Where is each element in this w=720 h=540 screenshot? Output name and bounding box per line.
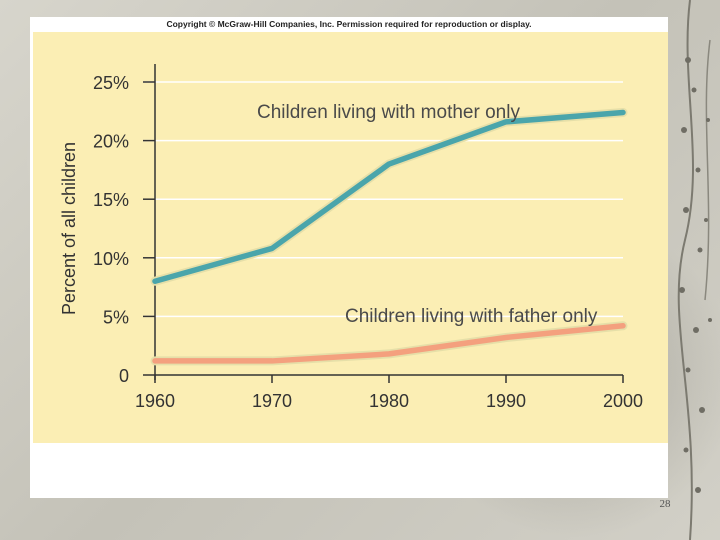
series-line-mother-only	[152, 109, 626, 284]
x-tick-label: 2000	[603, 391, 643, 411]
copyright-notice: Copyright © McGraw-Hill Companies, Inc. …	[166, 19, 532, 29]
slide-number: 28	[659, 498, 671, 510]
y-tick-label: 10%	[93, 249, 129, 269]
x-tick-label: 1980	[369, 391, 409, 411]
line-chart: 0 5% 10% 15% 20% 25% 1960 1970 1980 1990 2000 Perce…	[59, 64, 643, 411]
decorative-branch-image	[677, 0, 712, 540]
x-tick-label: 1990	[486, 391, 526, 411]
y-tick-label: 0	[119, 366, 129, 386]
y-tick-label: 25%	[93, 73, 129, 93]
series-line-halo	[150, 107, 628, 286]
series-annotation-label: Children living with mother only	[257, 102, 520, 123]
series-line-father-only	[152, 323, 626, 364]
x-tick-label: 1970	[252, 391, 292, 411]
slide-card: Copyright © McGraw-Hill Companies, Inc. …	[30, 17, 671, 510]
y-axis-label: Percent of all children	[59, 142, 79, 315]
chart-panel: 0 5% 10% 15% 20% 25% 1960 1970 1980 1990 2000 Perce…	[33, 32, 668, 443]
y-tick-label: 20%	[93, 132, 129, 152]
y-tick-label: 5%	[103, 307, 129, 327]
x-tick-label: 1960	[135, 391, 175, 411]
series-annotation-label: Children living with father only	[345, 306, 598, 327]
y-tick-label: 15%	[93, 190, 129, 210]
